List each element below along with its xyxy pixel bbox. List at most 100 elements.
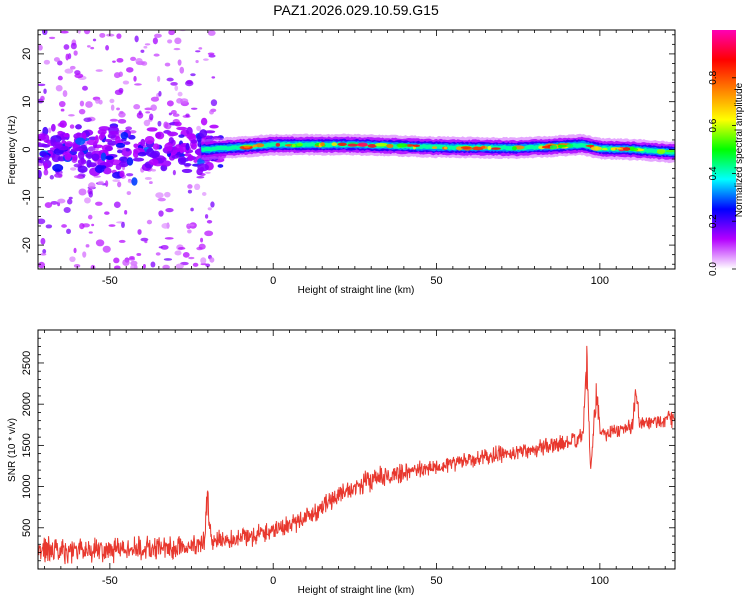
spectrogram-noise-cell	[65, 53, 69, 61]
spectrogram-ytick-label: -20	[21, 237, 33, 253]
spectrogram-noise-cell	[187, 223, 195, 227]
spectrogram-noise-cell	[60, 108, 65, 112]
spectrogram-hotspot	[629, 148, 639, 152]
spectrogram-noise-cell	[172, 169, 176, 176]
spectrogram-noise-cell	[143, 45, 148, 49]
spectrogram-noise-cell	[73, 263, 81, 268]
spectrogram-blob	[125, 148, 130, 152]
spectrogram-noise-cell	[117, 181, 122, 188]
spectrogram-noise-cell	[95, 201, 103, 206]
spectrogram-blob	[38, 169, 42, 179]
spectrogram-noise-cell	[200, 257, 207, 264]
spectrogram-noise-cell	[156, 75, 161, 83]
spectrogram-noise-cell	[109, 118, 119, 122]
spectrogram-blob	[137, 151, 147, 157]
spectrogram-hotspot	[255, 143, 265, 148]
spectrogram-blob	[76, 132, 81, 137]
spectrogram-blob	[61, 140, 67, 144]
spectrogram-noise-cell	[196, 176, 205, 179]
spectrogram-noise-cell	[164, 62, 171, 67]
snr-frame	[37, 329, 676, 570]
spectrogram-noise-cell	[126, 191, 132, 196]
spectrogram-blob	[98, 134, 104, 141]
spectrogram-noise-cell	[63, 207, 71, 214]
spectrogram-noise-cell	[63, 44, 70, 50]
spectrogram-blob	[108, 130, 119, 136]
spectrogram-hotspot	[471, 146, 484, 151]
spectrogram-hotspot	[610, 147, 616, 151]
spectrogram-noise-cell	[130, 260, 138, 266]
spectrogram-noise-cell	[88, 190, 93, 198]
spectrogram-noise-cell	[177, 59, 182, 66]
spectrogram-blob	[148, 158, 159, 166]
spectrogram-blob	[43, 162, 49, 171]
spectrogram-noise-cell	[151, 168, 157, 172]
spectrogram-panel: -50 0 50 100 -20 -10 0 10 20 Height of straight …	[7, 29, 676, 296]
spectrogram-blob	[217, 164, 224, 168]
spectrogram-noise-cell	[211, 76, 216, 79]
spectrogram-noise-cell	[54, 173, 63, 178]
spectrogram-noise-cell	[125, 126, 133, 131]
spectrogram-noise-cell	[114, 265, 121, 269]
spectrogram-blob	[120, 131, 129, 140]
spectrogram-blob	[196, 168, 203, 176]
spectrogram-blob	[91, 153, 100, 161]
spectrogram-noise-cell	[209, 109, 214, 115]
spectrogram-noise-cell	[102, 245, 111, 253]
colorbar-tick-label: 0.2	[708, 214, 719, 228]
spectrogram-hotspot	[331, 142, 338, 147]
snr-ytick-label: 2000	[21, 392, 33, 416]
colorbar-tick-label: 0.8	[708, 70, 719, 84]
spectrogram-hotspot	[367, 143, 377, 148]
spectrogram-blob	[71, 154, 78, 161]
spectrogram-noise-cell	[38, 261, 46, 269]
spectrogram-blob	[38, 133, 46, 141]
spectrogram-blob	[190, 139, 198, 144]
spectrogram-noise-cell	[176, 97, 183, 104]
spectrogram-blob	[140, 138, 146, 147]
spectrogram-noise-cell	[158, 90, 162, 97]
spectrogram-noise-cell	[177, 91, 183, 97]
spectrogram-noise-cell	[73, 175, 83, 179]
spectrogram-noise-cell	[145, 111, 151, 114]
spectrogram-blob	[119, 170, 125, 178]
spectrogram-noise-cell	[198, 243, 206, 250]
spectrogram-noise-cell	[144, 107, 153, 111]
spectrogram-noise-cell	[88, 231, 93, 234]
spectrogram-blob	[75, 124, 82, 130]
spectrogram-noise-cell	[119, 110, 124, 115]
spectrogram-blob	[115, 142, 126, 148]
snr-xtick-label: 0	[270, 575, 276, 587]
spectrogram-noise-cell	[95, 239, 105, 247]
spectrogram-noise-cell	[59, 30, 69, 34]
spectrogram-noise-cell	[170, 81, 178, 86]
spectrogram-noise-cell	[133, 104, 141, 110]
spectrogram-noise-cell	[116, 33, 122, 39]
spectrogram-noise-cell	[73, 50, 78, 56]
spectrogram-noise-cell	[174, 85, 179, 92]
spectrogram-noise-cell	[43, 59, 51, 65]
spectrogram-hotspot	[566, 143, 574, 148]
snr-xlabel: Height of straight line (km)	[298, 585, 415, 596]
spectrogram-hotspot	[443, 146, 448, 150]
spectrogram-blob	[64, 152, 72, 161]
spectrogram-noise-cell	[188, 256, 195, 260]
spectrogram-blob	[86, 139, 97, 146]
spectrogram-noise-cell	[155, 192, 164, 199]
spectrogram-hotspot	[656, 150, 666, 155]
spectrogram-noise-cell	[43, 88, 47, 94]
spectrogram-noise-cell	[69, 65, 76, 70]
spectrogram-blob	[123, 141, 131, 145]
spectrogram-noise-cell	[129, 130, 137, 134]
snr-xtick-label: 50	[430, 575, 442, 587]
spectrogram-noise-cell	[38, 44, 43, 51]
spectrogram-noise-cell	[204, 230, 214, 237]
spectrogram-noise-cell	[57, 60, 63, 66]
spectrogram-noise-cell	[62, 90, 68, 98]
spectrogram-noise-cell	[86, 45, 91, 48]
spectrogram-noise-cell	[173, 47, 181, 51]
spectrogram-blob	[174, 121, 182, 127]
spectrogram-blob	[133, 143, 139, 149]
spectrogram-blob	[152, 143, 160, 150]
spectrogram-noise-cell	[174, 37, 182, 45]
